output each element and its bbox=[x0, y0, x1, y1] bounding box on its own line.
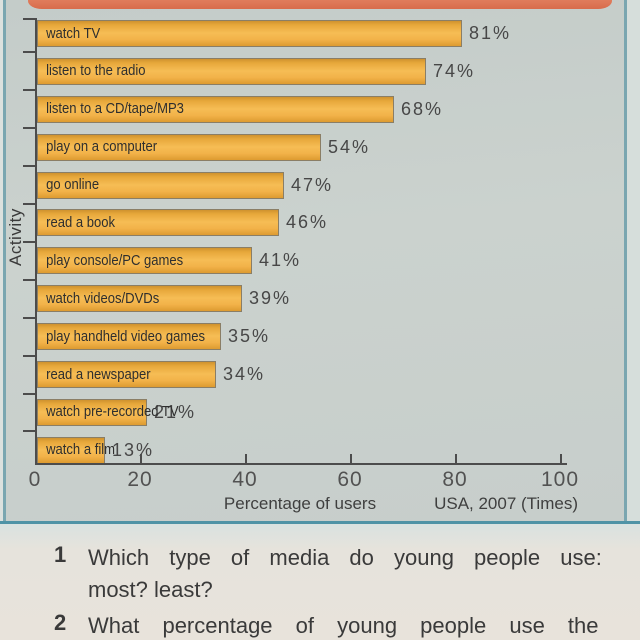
x-tick-label: 60 bbox=[337, 468, 363, 491]
bar-row: play on a computer 54% bbox=[37, 133, 511, 161]
bar: play on a computer bbox=[37, 133, 321, 161]
category-tick bbox=[23, 18, 35, 20]
bar-row: go online 47% bbox=[37, 171, 511, 199]
bar-row: listen to the radio 74% bbox=[37, 57, 511, 85]
page-edge-right bbox=[627, 0, 640, 521]
bar-category-label: watch pre-recorded TV bbox=[46, 404, 179, 421]
category-tick bbox=[23, 51, 35, 54]
bars-container: watch TV 81% listen to the radio 74% listen … bbox=[37, 20, 511, 464]
bar-category-label: listen to a CD/tape/MP3 bbox=[46, 101, 184, 118]
bar-value-label: 81% bbox=[469, 23, 512, 43]
category-tick bbox=[23, 392, 35, 395]
bar-row: watch pre-recorded TV 21% bbox=[37, 398, 511, 426]
bar-row: read a book 46% bbox=[37, 209, 511, 237]
category-tick bbox=[23, 203, 35, 206]
bar-value-label: 46% bbox=[286, 212, 329, 233]
question-2: 2 What percentage of young people use the bbox=[0, 610, 640, 640]
x-tick-label: 40 bbox=[232, 468, 258, 491]
bar: read a book bbox=[37, 209, 279, 237]
x-tick-label: 0 bbox=[28, 468, 42, 491]
bar: play handheld video games bbox=[37, 323, 221, 351]
bar-category-label: watch TV bbox=[46, 25, 101, 42]
category-tick bbox=[23, 240, 35, 243]
bar-value-label: 13% bbox=[112, 439, 155, 460]
category-tick bbox=[23, 89, 35, 92]
bar-category-label: play on a computer bbox=[46, 139, 158, 156]
bar-category-label: listen to the radio bbox=[46, 63, 146, 80]
bar-value-label: 21% bbox=[154, 401, 197, 422]
bar-value-label: 34% bbox=[223, 364, 266, 385]
category-tick bbox=[23, 354, 35, 357]
x-tick-label: 20 bbox=[127, 468, 153, 491]
bar-row: watch a film 13% bbox=[37, 436, 511, 464]
bar: watch pre-recorded TV bbox=[37, 398, 179, 426]
bar-category-label: play handheld video games bbox=[46, 328, 205, 345]
x-tick-label: 80 bbox=[442, 468, 468, 491]
bar-category-label: go online bbox=[46, 177, 100, 194]
bar-row: read a newspaper 34% bbox=[37, 361, 511, 389]
chart-section: Activity watch TV 81% listen to the radio 7… bbox=[0, 0, 640, 521]
category-tick bbox=[23, 165, 35, 168]
x-axis-title: Percentage of users bbox=[223, 494, 377, 513]
x-tick bbox=[245, 454, 247, 463]
question-1-text-line2: most? least? bbox=[88, 577, 213, 602]
box-border-right bbox=[624, 0, 627, 521]
bar-category-label: watch a film bbox=[46, 442, 116, 459]
bar: listen to the radio bbox=[37, 57, 426, 85]
bar-row: watch TV 81% bbox=[37, 20, 511, 47]
page-edge-left bbox=[0, 0, 3, 521]
category-tick bbox=[23, 127, 35, 130]
category-tick bbox=[23, 430, 35, 433]
x-axis-line bbox=[35, 463, 567, 465]
category-tick bbox=[23, 316, 35, 319]
bar-value-label: 54% bbox=[328, 136, 371, 157]
question-2-text: What percentage of young people use the bbox=[88, 613, 599, 638]
bar-row: watch videos/DVDs 39% bbox=[37, 285, 511, 313]
bar: watch TV bbox=[37, 20, 462, 47]
bar-value-label: 47% bbox=[291, 174, 334, 195]
question-1-text-line1: Which type of media do young people use: bbox=[88, 545, 602, 570]
bar-value-label: 68% bbox=[401, 98, 444, 119]
bar: go online bbox=[37, 171, 284, 199]
bar-category-label: play console/PC games bbox=[46, 252, 184, 269]
y-axis-line bbox=[35, 18, 37, 465]
bar: read a newspaper bbox=[37, 361, 216, 389]
x-tick bbox=[350, 454, 352, 463]
bar-category-label: watch videos/DVDs bbox=[46, 290, 160, 307]
question-1: 1 Which type of media do young people use… bbox=[0, 542, 640, 606]
bar-category-label: read a book bbox=[46, 214, 116, 231]
bar-category-label: read a newspaper bbox=[46, 366, 151, 383]
bar: watch a film bbox=[37, 436, 115, 464]
x-tick bbox=[455, 454, 457, 463]
question-1-number: 1 bbox=[54, 542, 67, 567]
bar-row: play console/PC games 41% bbox=[37, 247, 511, 275]
bar-row: listen to a CD/tape/MP3 68% bbox=[37, 95, 511, 123]
box-border-left bbox=[3, 0, 6, 521]
bar-value-label: 35% bbox=[228, 326, 271, 347]
question-2-number: 2 bbox=[54, 610, 67, 635]
source-note: USA, 2007 (Times) bbox=[434, 494, 578, 513]
x-tick bbox=[140, 454, 142, 463]
x-tick bbox=[560, 454, 562, 463]
header-strip bbox=[28, 0, 612, 9]
bar: listen to a CD/tape/MP3 bbox=[37, 95, 394, 123]
questions-section: 1 Which type of media do young people use… bbox=[0, 521, 640, 640]
bar: watch videos/DVDs bbox=[37, 285, 242, 313]
bar-row: play handheld video games 35% bbox=[37, 323, 511, 351]
bar-value-label: 74% bbox=[433, 60, 476, 81]
bar-value-label: 41% bbox=[259, 250, 302, 271]
category-tick bbox=[23, 278, 35, 281]
bar: play console/PC games bbox=[37, 247, 252, 275]
x-tick-label: 100 bbox=[540, 468, 580, 491]
bar-value-label: 39% bbox=[249, 288, 292, 309]
